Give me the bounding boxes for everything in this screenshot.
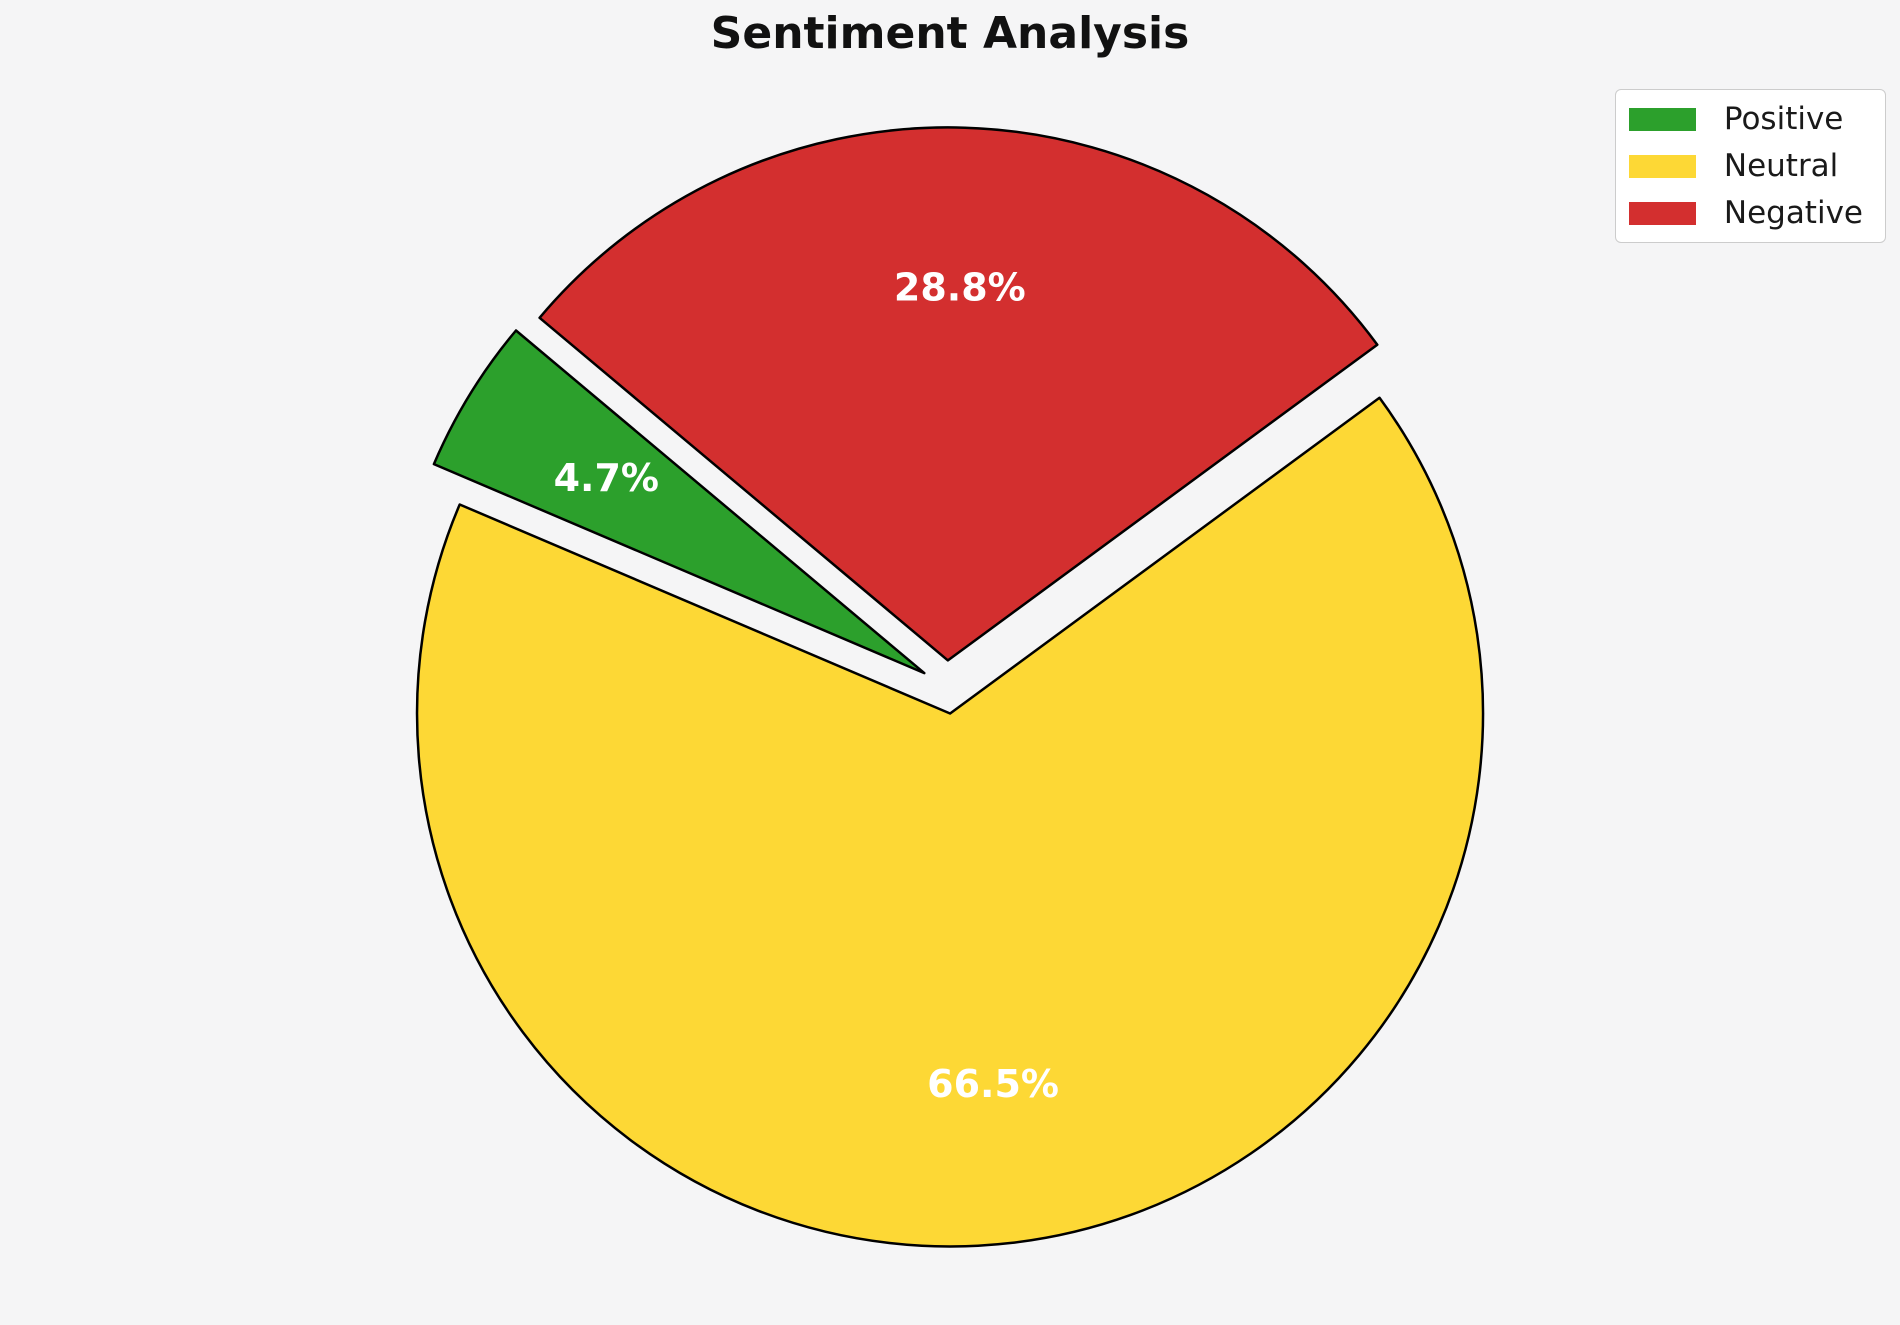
pct-label-neutral: 66.5% <box>927 1062 1059 1106</box>
legend-swatch-positive <box>1628 107 1696 131</box>
legend-label-neutral: Neutral <box>1723 147 1839 184</box>
pct-label-negative: 28.8% <box>894 266 1026 310</box>
pie-slice-neutral <box>415 396 1485 1248</box>
legend-swatch-neutral <box>1628 154 1696 178</box>
legend-item-positive: Positive <box>1628 100 1869 138</box>
legend-label-negative: Negative <box>1723 194 1863 231</box>
pie-slice-negative <box>538 126 1379 662</box>
pie-slice-positive <box>432 329 926 675</box>
legend: Positive Neutral Negative <box>1614 89 1886 243</box>
pct-label-positive: 4.7% <box>554 456 659 500</box>
legend-swatch-negative <box>1628 201 1696 225</box>
legend-item-negative: Negative <box>1628 194 1869 232</box>
legend-label-positive: Positive <box>1723 100 1844 137</box>
chart-title: Sentiment Analysis <box>710 8 1190 59</box>
legend-item-neutral: Neutral <box>1628 147 1869 185</box>
